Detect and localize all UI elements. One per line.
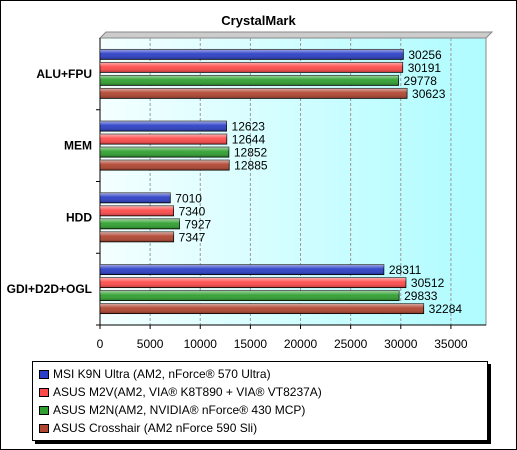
x-tick-label: 35000: [434, 337, 468, 351]
bar-shading: [100, 88, 408, 99]
category-label: GDI+D2D+OGL: [7, 282, 92, 296]
legend-swatch: [39, 387, 49, 397]
category-label: MEM: [64, 139, 92, 153]
legend-item: ASUS Crosshair (AM2 nForce 590 Sli): [39, 420, 257, 436]
data-label: 7347: [179, 230, 206, 244]
legend-label: ASUS M2V(AM2, VIA® K8T890 + VIA® VT8237A…: [53, 385, 322, 399]
data-label: 30191: [408, 61, 442, 75]
bar-shading: [100, 121, 227, 132]
bar-shading: [100, 192, 171, 203]
bar-shading: [100, 134, 227, 145]
x-tick-label: 30000: [384, 337, 418, 351]
legend-label: ASUS Crosshair (AM2 nForce 590 Sli): [53, 421, 258, 435]
bar-shading: [100, 49, 404, 60]
bar-shading: [100, 290, 400, 301]
data-label: 7927: [184, 217, 211, 231]
legend-item: ASUS M2N(AM2, NVIDIA® nForce® 430 MCP): [39, 402, 305, 418]
bar-shading: [100, 218, 180, 229]
x-tick-label: 10000: [184, 337, 218, 351]
bar-shading: [100, 62, 403, 73]
x-tick-label: 0: [97, 337, 104, 351]
x-tick-label: 25000: [334, 337, 368, 351]
legend-swatch: [39, 369, 49, 379]
chart-title: CrystalMark: [221, 13, 296, 28]
data-label: 30623: [412, 87, 446, 101]
bar-shading: [100, 277, 406, 288]
bar-shading: [100, 231, 174, 242]
bar-shading: [100, 205, 174, 216]
x-tick-label: 15000: [234, 337, 268, 351]
data-label: 29778: [404, 74, 438, 88]
bar-shading: [100, 75, 399, 86]
bar-shading: [100, 264, 384, 275]
data-label: 30256: [408, 48, 442, 62]
legend-item: ASUS M2V(AM2, VIA® K8T890 + VIA® VT8237A…: [39, 384, 322, 400]
data-label: 32284: [429, 302, 463, 316]
category-label: HDD: [66, 210, 92, 224]
legend-item: MSI K9N Ultra (AM2, nForce® 570 Ultra): [39, 366, 271, 382]
bar-shading: [100, 160, 230, 171]
x-tick-label: 20000: [284, 337, 318, 351]
data-label: 29833: [404, 289, 438, 303]
plot-area: [99, 37, 487, 326]
x-tick-label: 5000: [137, 337, 164, 351]
data-label: 12885: [234, 159, 268, 173]
data-label: 28311: [389, 263, 422, 277]
legend: MSI K9N Ultra (AM2, nForce® 570 Ultra) AS…: [32, 361, 488, 441]
data-label: 7340: [179, 204, 206, 218]
data-label: 12852: [234, 146, 268, 160]
plot-top-wall: [98, 31, 494, 39]
legend-label: MSI K9N Ultra (AM2, nForce® 570 Ultra): [53, 367, 271, 381]
data-label: 12644: [232, 133, 266, 147]
bar-shading: [100, 303, 424, 314]
data-label: 12623: [232, 120, 266, 134]
category-label: ALU+FPU: [36, 67, 92, 81]
legend-label: ASUS M2N(AM2, NVIDIA® nForce® 430 MCP): [53, 403, 306, 417]
data-label: 30512: [411, 276, 445, 290]
bar-shading: [100, 147, 229, 158]
data-label: 7010: [175, 191, 202, 205]
legend-swatch: [39, 423, 49, 433]
legend-swatch: [39, 405, 49, 415]
